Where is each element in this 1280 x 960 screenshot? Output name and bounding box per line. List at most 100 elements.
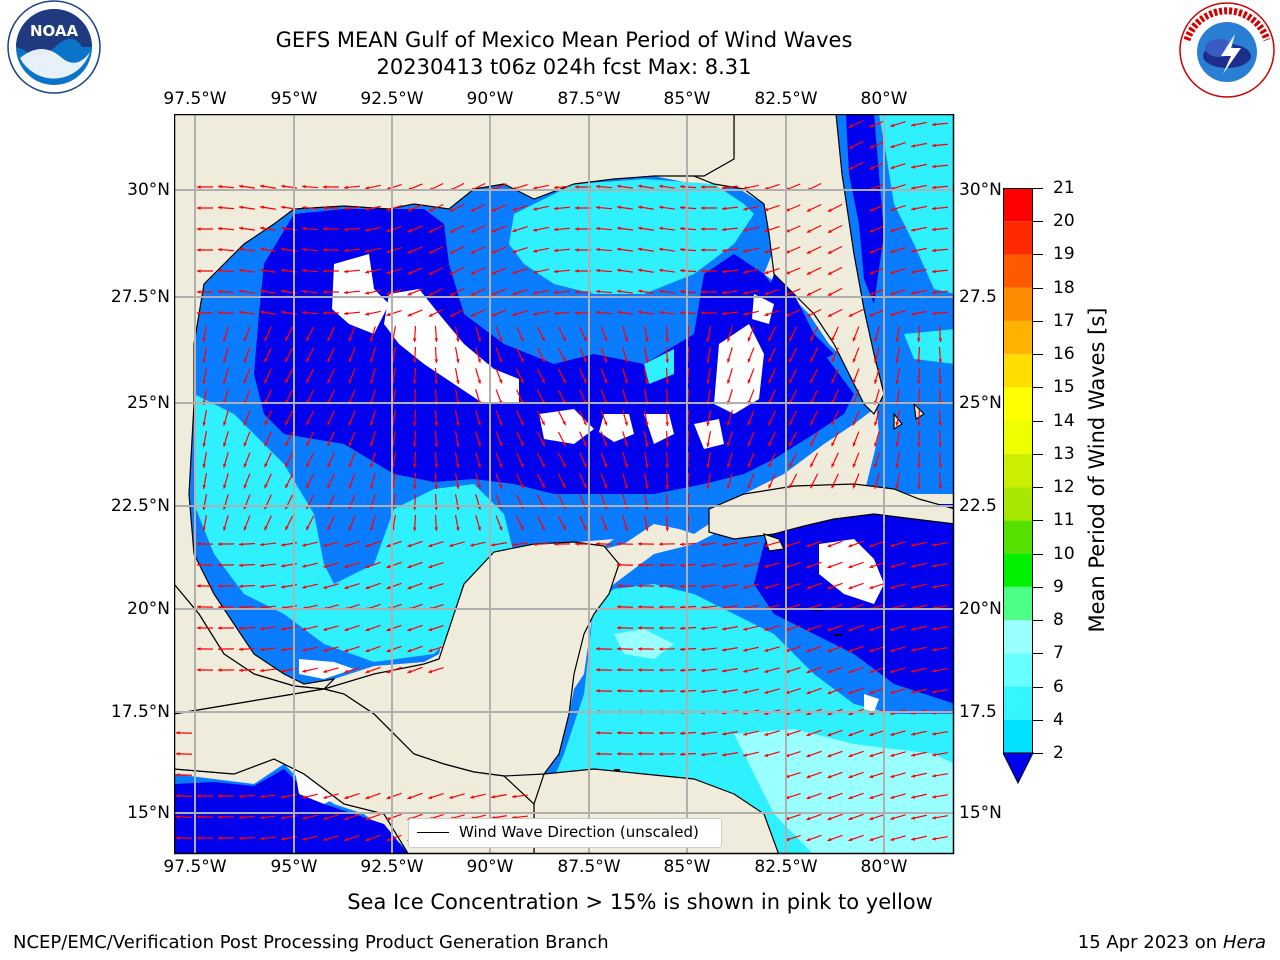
colorbar-swatch bbox=[1003, 387, 1033, 421]
svg-text:NOAA: NOAA bbox=[30, 22, 79, 40]
wave-arrow bbox=[470, 308, 486, 318]
wave-arrow bbox=[196, 794, 214, 798]
wave-arrow bbox=[202, 410, 208, 426]
wave-arrow bbox=[616, 626, 634, 630]
wave-arrow bbox=[449, 245, 465, 255]
wave-arrow bbox=[536, 347, 546, 363]
wave-arrow bbox=[616, 731, 634, 735]
wave-arrow bbox=[700, 689, 718, 694]
wave-arrow bbox=[644, 431, 649, 447]
colorbar-swatch bbox=[1003, 221, 1033, 255]
wave-arrow bbox=[327, 431, 335, 447]
wave-arrow bbox=[658, 310, 676, 315]
wave-arrow bbox=[491, 267, 507, 275]
wave-arrow bbox=[938, 325, 943, 343]
lat-tick-left: 27.5°N bbox=[110, 287, 170, 307]
wave-arrow bbox=[386, 645, 402, 653]
wave-arrow bbox=[890, 121, 906, 128]
colorbar-tick-mark bbox=[1033, 188, 1043, 189]
wave-arrow bbox=[827, 624, 843, 632]
colorbar-tick-label: 12 bbox=[1053, 477, 1075, 498]
wave-arrow bbox=[370, 326, 376, 342]
colorbar-tick-mark bbox=[1033, 453, 1043, 455]
wave-arrow bbox=[223, 473, 229, 489]
colorbar-tick-mark bbox=[1033, 520, 1043, 522]
wave-arrow bbox=[365, 582, 381, 590]
wave-arrow bbox=[890, 163, 906, 170]
wave-arrow bbox=[557, 452, 567, 468]
wave-arrow bbox=[931, 269, 949, 274]
wave-arrow bbox=[475, 431, 482, 447]
colorbar-tick-mark bbox=[1033, 753, 1043, 754]
wave-arrow bbox=[895, 473, 900, 489]
wave-arrow bbox=[302, 814, 318, 820]
wave-arrow bbox=[301, 310, 319, 315]
wave-arrow bbox=[327, 452, 335, 468]
wave-arrow bbox=[806, 203, 822, 213]
wave-arrow bbox=[831, 326, 839, 342]
wave-arrow bbox=[495, 473, 503, 489]
wave-arrow bbox=[616, 205, 634, 210]
wave-arrow bbox=[658, 626, 676, 630]
wave-arrow bbox=[579, 368, 587, 384]
wave-arrow bbox=[726, 410, 733, 426]
wave-arrow bbox=[931, 164, 949, 169]
wave-arrow bbox=[344, 645, 360, 653]
colorbar-tick-mark bbox=[1033, 320, 1043, 322]
wave-arrow bbox=[665, 430, 670, 448]
wave-arrow bbox=[365, 561, 381, 569]
wave-arrow bbox=[365, 645, 381, 653]
colorbar-tick-label: 7 bbox=[1053, 643, 1064, 664]
wave-arrow bbox=[412, 514, 417, 532]
lon-tick-top: 95°W bbox=[270, 89, 318, 109]
wave-arrow bbox=[890, 142, 906, 149]
lon-tick-top: 97.5°W bbox=[163, 89, 227, 109]
wave-arrow bbox=[764, 562, 780, 568]
wave-arrow bbox=[302, 835, 318, 841]
wave-arrow bbox=[638, 310, 654, 315]
wave-arrow bbox=[196, 185, 214, 189]
wave-arrow bbox=[743, 562, 759, 568]
wave-arrow bbox=[301, 289, 319, 294]
wave-arrow bbox=[622, 431, 628, 447]
wave-arrow bbox=[931, 143, 949, 148]
wave-arrow bbox=[911, 289, 927, 295]
wave-arrow bbox=[827, 687, 843, 695]
wave-arrow bbox=[644, 368, 649, 384]
wave-arrow bbox=[700, 626, 718, 631]
wave-arrow bbox=[412, 493, 417, 511]
wave-arrow bbox=[938, 451, 943, 469]
wave-arrow bbox=[595, 289, 613, 294]
wave-arrow bbox=[175, 836, 193, 840]
wave-arrow bbox=[869, 120, 885, 128]
wave-arrow bbox=[722, 647, 738, 652]
colorbar-swatch bbox=[1003, 586, 1033, 621]
wave-arrow bbox=[595, 689, 613, 693]
wave-arrow bbox=[938, 472, 943, 490]
wave-arrow bbox=[454, 452, 460, 468]
wave-arrow bbox=[491, 542, 507, 547]
wave-arrow bbox=[644, 452, 649, 468]
wave-arrow bbox=[412, 325, 417, 343]
wave-arrow bbox=[512, 225, 528, 233]
wave-arrow bbox=[343, 227, 361, 232]
wave-arrow bbox=[911, 226, 927, 232]
wave-arrow bbox=[557, 347, 567, 363]
wave-arrow bbox=[386, 582, 402, 590]
wave-arrow bbox=[848, 729, 864, 737]
wave-arrow bbox=[722, 689, 738, 694]
wave-arrow bbox=[743, 583, 759, 589]
wave-arrow bbox=[365, 184, 381, 190]
lat-tick-right: 30°N bbox=[959, 180, 1002, 200]
wave-arrow bbox=[911, 835, 927, 841]
wave-arrow bbox=[202, 473, 208, 489]
wave-arrow bbox=[223, 410, 229, 426]
wave-arrow bbox=[932, 542, 948, 547]
wave-arrow bbox=[449, 266, 465, 276]
wave-arrow bbox=[454, 410, 460, 426]
wave-arrow bbox=[622, 347, 628, 363]
wave-arrow bbox=[768, 452, 776, 468]
wave-arrow bbox=[196, 605, 214, 609]
wave-arrow bbox=[407, 645, 423, 653]
wave-arrow bbox=[722, 542, 738, 547]
